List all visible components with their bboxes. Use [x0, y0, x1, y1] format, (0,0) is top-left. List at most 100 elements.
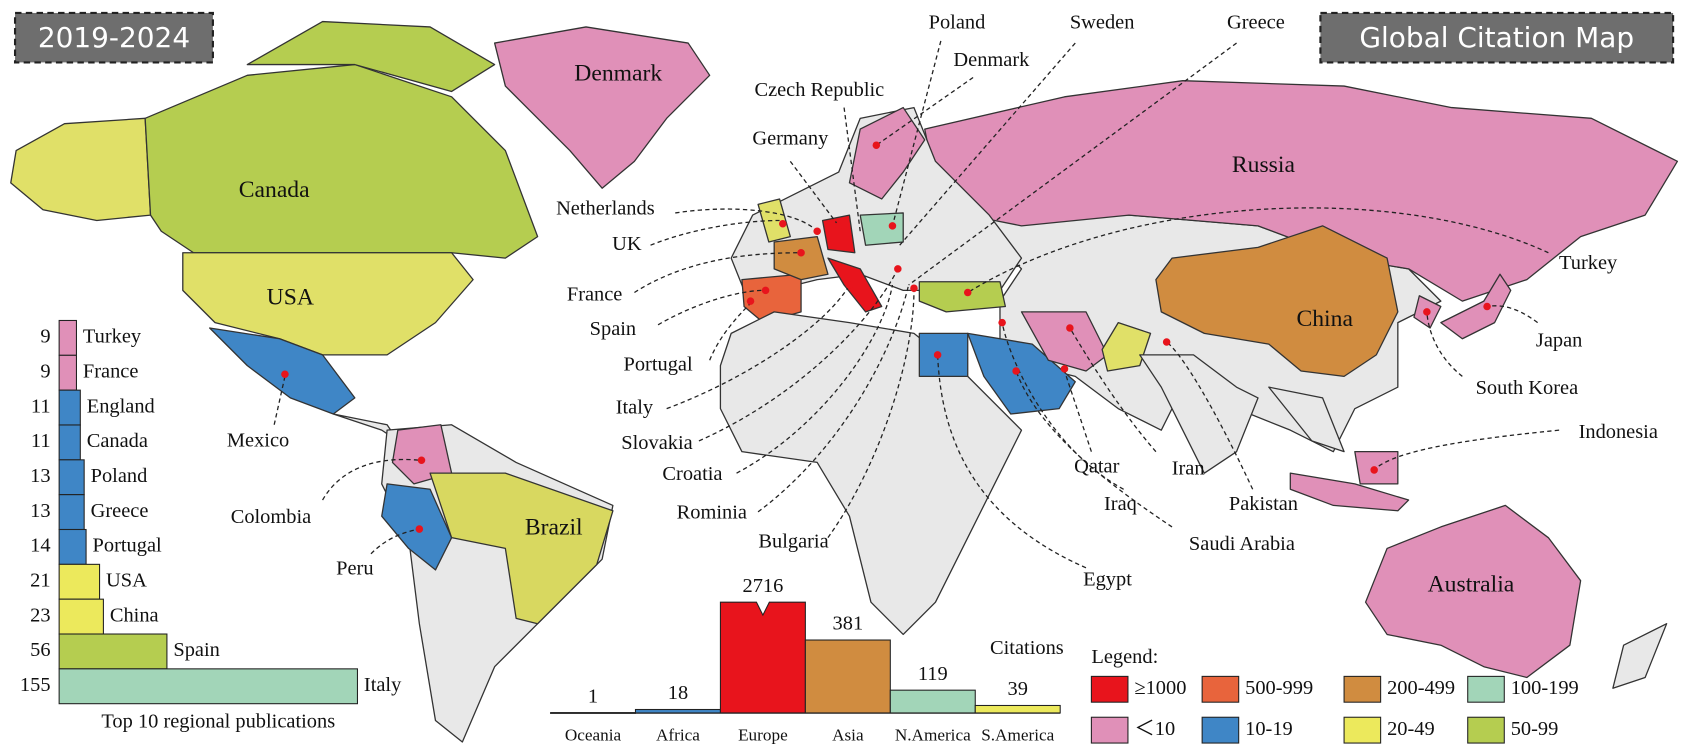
new-zealand — [1612, 623, 1668, 689]
country-label: Greece — [1227, 11, 1285, 33]
country-label: Brazil — [525, 514, 583, 540]
category-label: Poland — [91, 465, 148, 487]
brazil — [429, 472, 614, 625]
iran — [1020, 311, 1109, 372]
australia — [1364, 504, 1582, 679]
southeast-asia — [1268, 386, 1345, 453]
greenland — [493, 26, 711, 189]
legend-swatch — [1343, 716, 1382, 744]
france — [773, 235, 829, 281]
mexico — [209, 327, 356, 415]
leader-line — [736, 284, 894, 474]
poland — [859, 212, 904, 246]
country-label: Poland — [929, 11, 986, 33]
germany — [821, 214, 856, 254]
category-label: England — [87, 395, 155, 417]
location-dot — [281, 370, 289, 378]
indonesia — [1289, 472, 1410, 512]
category-label: N.America — [895, 726, 971, 745]
value-label: 9 — [40, 326, 50, 348]
value-label: 381 — [833, 613, 864, 635]
legend-label: 50-99 — [1511, 718, 1559, 740]
location-dot — [834, 222, 843, 230]
bar — [58, 668, 359, 705]
country-label: Russia — [1232, 152, 1296, 178]
category-label: USA — [106, 569, 147, 591]
world-map — [10, 20, 1679, 743]
location-dot — [813, 227, 821, 235]
bar — [58, 459, 85, 496]
country-label: Slovakia — [621, 432, 692, 454]
value-label: 11 — [31, 395, 51, 417]
italy — [827, 257, 883, 313]
bar — [889, 689, 976, 714]
india — [1139, 354, 1259, 474]
country-label: Rominia — [677, 502, 747, 524]
country-label: Germany — [752, 128, 829, 150]
location-dot — [872, 141, 881, 149]
leader-line — [936, 354, 1087, 569]
bar — [58, 354, 77, 391]
leader-line — [757, 284, 910, 513]
bar — [58, 528, 87, 565]
value-label: 11 — [31, 430, 51, 452]
country-label: Netherlands — [556, 197, 655, 219]
location-dot — [746, 297, 755, 305]
leader-line — [1069, 327, 1157, 453]
country-label: Indonesia — [1579, 421, 1658, 443]
category-label: Canada — [87, 430, 148, 452]
legend-swatch — [1467, 675, 1505, 703]
bar — [804, 639, 891, 714]
leader-line — [789, 160, 840, 227]
category-label: China — [110, 604, 159, 626]
location-dot — [1066, 324, 1074, 332]
bar — [549, 712, 637, 714]
country-label: UK — [612, 233, 642, 255]
bar — [58, 389, 81, 426]
africa — [719, 311, 1023, 636]
bar — [58, 633, 168, 670]
alaska — [10, 117, 152, 222]
leader-line — [666, 284, 851, 410]
period-badge — [13, 11, 214, 64]
value-label: 155 — [20, 674, 51, 696]
location-dot — [1483, 302, 1491, 311]
canada — [144, 63, 539, 259]
legend-label: 500-999 — [1245, 677, 1313, 699]
value-label: 9 — [40, 360, 50, 382]
legend-label: ＜10 — [1134, 718, 1175, 740]
country-label: Denmark — [953, 49, 1030, 71]
egypt — [918, 332, 969, 378]
country-label: Spain — [590, 318, 636, 340]
arctic-islands — [246, 20, 496, 93]
chart-title: Citations — [990, 637, 1064, 659]
country-label: Pakistan — [1229, 493, 1298, 515]
category-label: Portugal — [93, 535, 162, 557]
leader-line — [273, 376, 286, 425]
country-label: USA — [267, 284, 314, 310]
bar — [58, 494, 85, 531]
location-dot — [845, 281, 854, 289]
uk — [757, 198, 791, 243]
country-label: China — [1296, 306, 1353, 332]
leader-line — [843, 107, 861, 232]
value-label: 13 — [30, 465, 50, 487]
value-label: 21 — [30, 569, 50, 591]
leader-line — [891, 40, 942, 227]
country-label: Peru — [336, 558, 373, 580]
category-label: Africa — [656, 726, 700, 745]
location-dot — [963, 288, 972, 297]
country-label: Egypt — [1083, 568, 1132, 590]
leader-line — [1375, 429, 1560, 469]
location-dot — [888, 222, 897, 230]
category-label: Greece — [91, 500, 149, 522]
category-label: Italy — [364, 674, 402, 696]
usa — [182, 252, 474, 356]
value-label: 14 — [30, 535, 50, 557]
bar — [58, 563, 101, 600]
bar — [719, 601, 806, 714]
category-label: France — [83, 360, 139, 382]
turkey — [918, 281, 1007, 313]
country-label: Portugal — [623, 353, 692, 375]
